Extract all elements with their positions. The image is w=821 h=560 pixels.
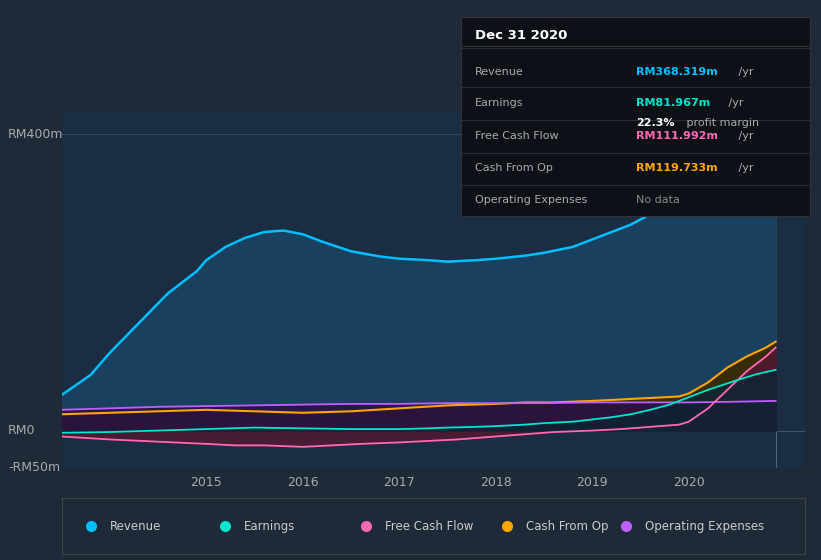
Text: Free Cash Flow: Free Cash Flow (475, 131, 559, 141)
Text: profit margin: profit margin (683, 118, 759, 128)
Text: 22.3%: 22.3% (636, 118, 674, 128)
Text: /yr: /yr (736, 131, 754, 141)
Text: Revenue: Revenue (475, 67, 524, 77)
Text: RM400m: RM400m (8, 128, 64, 141)
Text: /yr: /yr (736, 67, 754, 77)
Text: RM368.319m: RM368.319m (636, 67, 718, 77)
Text: -RM50m: -RM50m (8, 461, 60, 474)
Text: Earnings: Earnings (475, 98, 524, 108)
Text: RM111.992m: RM111.992m (636, 131, 718, 141)
Text: No data: No data (636, 195, 680, 205)
Text: RM119.733m: RM119.733m (636, 163, 718, 173)
Text: Operating Expenses: Operating Expenses (644, 520, 764, 533)
Text: RM0: RM0 (8, 424, 35, 437)
Text: Cash From Op: Cash From Op (475, 163, 553, 173)
Text: Earnings: Earnings (244, 520, 295, 533)
Text: Operating Expenses: Operating Expenses (475, 195, 588, 205)
Text: RM81.967m: RM81.967m (636, 98, 710, 108)
Text: Cash From Op: Cash From Op (526, 520, 608, 533)
Text: /yr: /yr (736, 163, 754, 173)
Text: Dec 31 2020: Dec 31 2020 (475, 29, 568, 42)
Text: Free Cash Flow: Free Cash Flow (385, 520, 473, 533)
Text: Revenue: Revenue (110, 520, 161, 533)
Text: /yr: /yr (725, 98, 743, 108)
